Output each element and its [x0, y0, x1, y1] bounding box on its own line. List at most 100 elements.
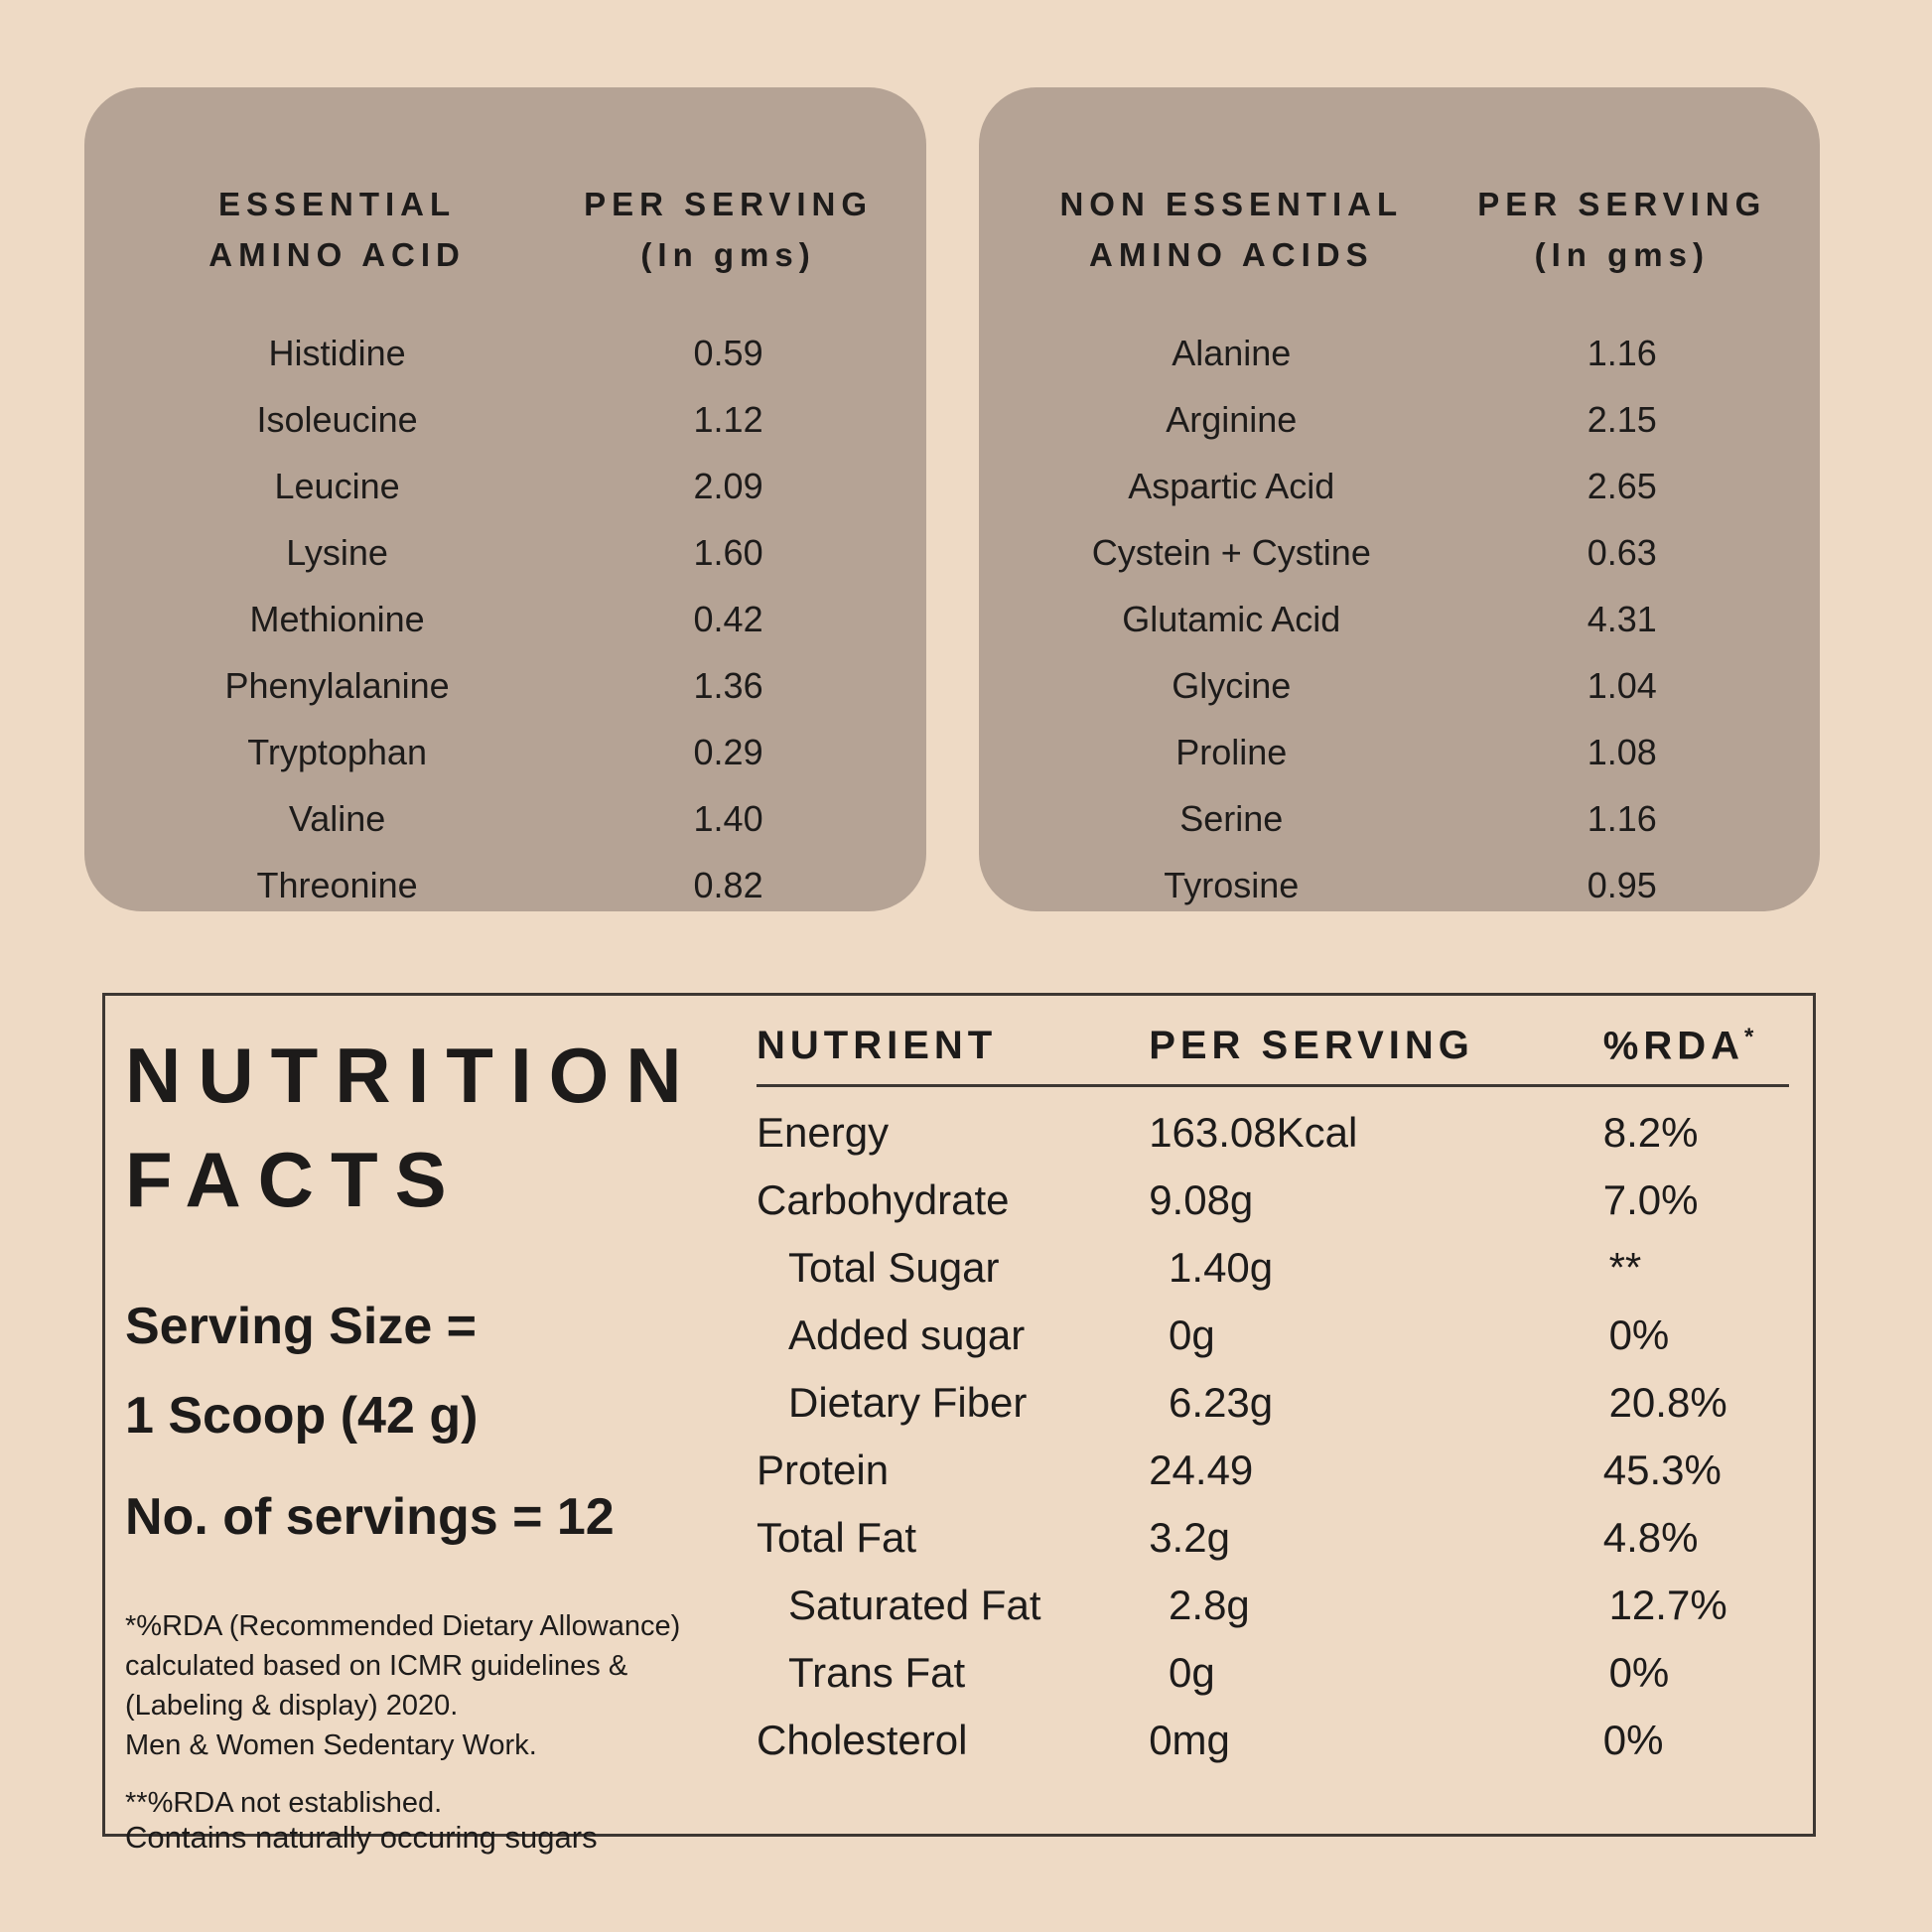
amino-name: Threonine [256, 864, 418, 905]
amino-row: Aspartic Acid 2.65 [1009, 453, 1790, 519]
amino-row: Alanine 1.16 [1009, 320, 1790, 386]
nutrient-row: Total Fat 3.2g 4.8% [757, 1504, 1789, 1572]
rda-footnote-line3: (Labeling & display) 2020. [125, 1689, 459, 1722]
nutrient-rda: 45.3% [1602, 1447, 1722, 1494]
nutrient-row: Dietary Fiber 6.23g 20.8% [757, 1369, 1789, 1437]
nutrient-name: Trans Fat [788, 1649, 966, 1697]
essential-rows: Histidine 0.59 Isoleucine 1.12 Leucine 2.09… [114, 320, 897, 918]
amino-value: 1.40 [693, 797, 763, 839]
amino-row: Arginine 2.15 [1009, 386, 1790, 453]
essential-card-header: ESSENTIAL AMINO ACID PER SERVING (In gms… [114, 179, 897, 280]
amino-value: 0.82 [693, 864, 763, 905]
nutrition-facts-title-line2: FACTS [125, 1135, 464, 1223]
nutrient-per-serving: 9.08g [1149, 1176, 1254, 1224]
amino-value: 0.63 [1587, 531, 1657, 573]
amino-row: Serine 1.16 [1009, 785, 1790, 852]
nutrient-per-serving: 6.23g [1169, 1379, 1274, 1427]
nutrient-per-serving: 2.8g [1169, 1582, 1250, 1629]
nutrient-name: Carbohydrate [757, 1176, 1010, 1224]
amino-row: Leucine 2.09 [114, 453, 897, 519]
essential-title-line2: AMINO ACID [208, 236, 466, 274]
per-serving-column-header: PER SERVING [1149, 1024, 1474, 1067]
rda-header-asterisk: * [1744, 1024, 1759, 1050]
nutrient-per-serving: 0g [1169, 1311, 1215, 1359]
nutrient-rda: 20.8% [1608, 1379, 1727, 1427]
rda-footnote-line2: calculated based on ICMR guidelines & [125, 1649, 628, 1682]
amino-row: Glycine 1.04 [1009, 652, 1790, 719]
amino-name: Lysine [286, 531, 388, 573]
non-essential-title-line1: NON ESSENTIAL [1059, 186, 1404, 222]
amino-value: 1.16 [1587, 797, 1657, 839]
per-serving-header-line2: (In gms) [640, 236, 816, 274]
nutrient-name: Added sugar [788, 1311, 1026, 1359]
amino-row: Methionine 0.42 [114, 586, 897, 652]
amino-value: 1.60 [693, 531, 763, 573]
amino-value: 1.16 [1587, 332, 1657, 373]
rda-footnote: *%RDA (Recommended Dietary Allowance) ca… [125, 1606, 721, 1765]
amino-row: Threonine 0.82 [114, 852, 897, 918]
non-essential-title-line2: AMINO ACIDS [1088, 236, 1374, 274]
nutrient-row: Total Sugar 1.40g ** [757, 1234, 1789, 1302]
rda-not-established-footnote: **%RDA not established. [125, 1787, 443, 1819]
nutrient-rda: 8.2% [1602, 1109, 1699, 1157]
serving-size-line2: 1 Scoop (42 g) [125, 1386, 479, 1445]
per-serving-header-line1: PER SERVING [1477, 186, 1767, 222]
rda-column-header: %RDA* [1603, 1024, 1789, 1068]
amino-name: Histidine [268, 332, 406, 373]
nutrient-name: Cholesterol [757, 1717, 968, 1764]
amino-value: 0.29 [693, 731, 763, 772]
nutrient-rda: 12.7% [1608, 1582, 1727, 1629]
nutrition-facts-left-column: NUTRITION FACTS Serving Size = 1 Scoop (… [125, 1024, 721, 1855]
nutrient-rda: 4.8% [1602, 1514, 1699, 1562]
per-serving-header-line1: PER SERVING [584, 186, 874, 222]
non-essential-rows: Alanine 1.16 Arginine 2.15 Aspartic Acid 2.… [1009, 320, 1790, 918]
nutrient-per-serving: 0mg [1149, 1717, 1230, 1764]
amino-value: 1.08 [1587, 731, 1657, 772]
nutrient-per-serving: 0g [1169, 1649, 1215, 1697]
amino-row: Tyrosine 0.95 [1009, 852, 1790, 918]
amino-value: 0.59 [693, 332, 763, 373]
amino-name: Cystein + Cystine [1091, 531, 1371, 573]
amino-name: Methionine [249, 598, 425, 639]
nutrient-rda: 0% [1608, 1649, 1670, 1697]
nutrient-rda: 0% [1602, 1717, 1664, 1764]
rda-footnote-line1: *%RDA (Recommended Dietary Allowance) [125, 1609, 681, 1642]
nutrient-row: Saturated Fat 2.8g 12.7% [757, 1572, 1789, 1639]
nutrient-rda: 7.0% [1602, 1176, 1699, 1224]
nutrient-per-serving: 163.08Kcal [1149, 1109, 1358, 1157]
non-essential-card-header: NON ESSENTIAL AMINO ACIDS PER SERVING (I… [1009, 179, 1790, 280]
rda-footnote-line4: Men & Women Sedentary Work. [125, 1728, 537, 1761]
essential-amino-acid-card: ESSENTIAL AMINO ACID PER SERVING (In gms… [84, 87, 926, 911]
amino-value: 2.15 [1587, 398, 1657, 440]
amino-value: 1.36 [693, 664, 763, 706]
amino-name: Leucine [274, 465, 400, 506]
amino-name: Glutamic Acid [1122, 598, 1341, 639]
amino-name: Aspartic Acid [1128, 465, 1335, 506]
amino-name: Glycine [1172, 664, 1292, 706]
amino-name: Valine [288, 797, 386, 839]
nutrition-facts-panel: NUTRITION FACTS Serving Size = 1 Scoop (… [102, 993, 1816, 1855]
essential-title: ESSENTIAL AMINO ACID [114, 179, 560, 280]
amino-value: 0.95 [1587, 864, 1657, 905]
rda-header-text: %RDA [1602, 1024, 1745, 1068]
nutrient-row: Trans Fat 0g 0% [757, 1639, 1789, 1707]
amino-row: Isoleucine 1.12 [114, 386, 897, 453]
amino-row: Glutamic Acid 4.31 [1009, 586, 1790, 652]
nutrition-facts-title-line1: NUTRITION [125, 1032, 699, 1119]
amino-row: Phenylalanine 1.36 [114, 652, 897, 719]
amino-row: Proline 1.08 [1009, 719, 1790, 785]
essential-per-serving-header: PER SERVING (In gms) [560, 179, 897, 280]
nutrient-row: Added sugar 0g 0% [757, 1302, 1789, 1369]
nutrient-column-header: NUTRIENT [757, 1024, 998, 1067]
amino-name: Alanine [1172, 332, 1292, 373]
nutrient-rda: 0% [1608, 1311, 1670, 1359]
number-of-servings: No. of servings = 12 [125, 1487, 615, 1546]
amino-value: 1.04 [1587, 664, 1657, 706]
nutrient-row: Energy 163.08Kcal 8.2% [757, 1099, 1789, 1167]
amino-value: 4.31 [1587, 598, 1657, 639]
nutrient-rda: ** [1608, 1244, 1642, 1292]
amino-name: Isoleucine [256, 398, 418, 440]
amino-value: 0.42 [693, 598, 763, 639]
amino-name: Tyrosine [1164, 864, 1300, 905]
serving-size: Serving Size = 1 Scoop (42 g) [125, 1283, 721, 1461]
